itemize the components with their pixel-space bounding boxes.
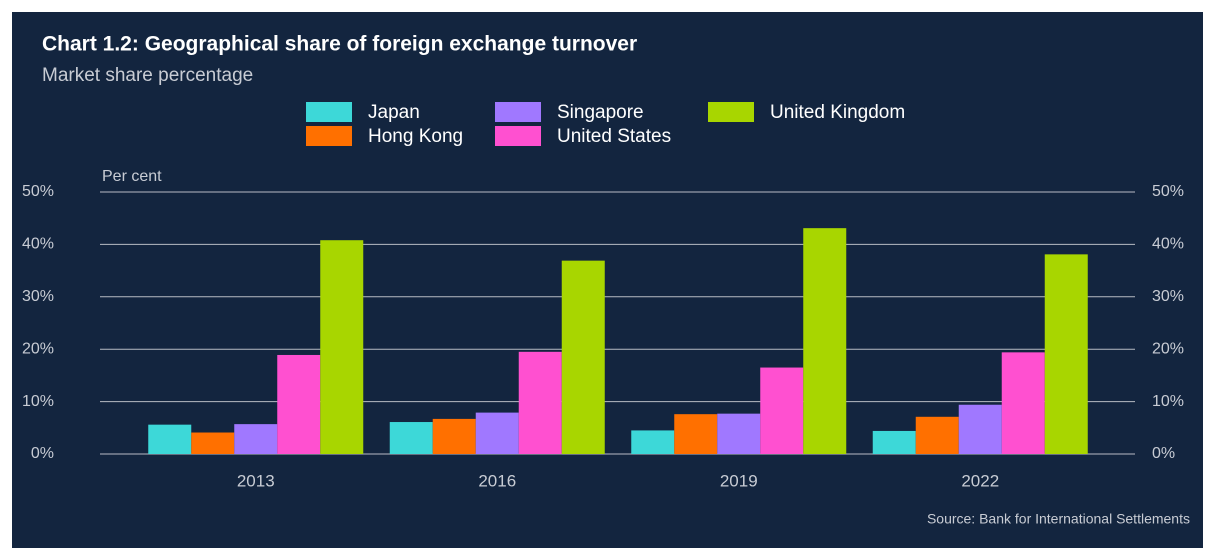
legend-label: Singapore [557,102,644,123]
bar [320,240,364,454]
bar [674,414,718,454]
y-tick-label: 40% [22,236,54,253]
y-tick-label: 30% [22,288,54,305]
bar [872,430,916,454]
y-axis-label: Per cent [102,168,162,185]
bar [958,404,1002,454]
bar [191,432,235,454]
bar [803,228,847,454]
y-tick-label-right: 30% [1152,288,1184,305]
y-tick-label-right: 20% [1152,340,1184,357]
y-tick-label-right: 40% [1152,236,1184,253]
bar [760,367,804,454]
y-tick-label: 0% [31,445,54,462]
source-note: Source: Bank for International Settlemen… [927,511,1190,527]
bar [518,351,562,454]
bar [277,354,321,454]
bar [475,412,519,454]
y-tick-label-right: 0% [1152,445,1175,462]
bar [915,416,959,454]
bar [389,422,433,454]
legend-label: United States [557,126,671,147]
legend-label: Japan [368,102,420,123]
bar [432,418,476,454]
bar [561,260,605,454]
x-tick-label: 2013 [237,471,275,490]
y-tick-label-right: 10% [1152,393,1184,410]
chart-title: Chart 1.2: Geographical share of foreign… [42,33,637,56]
x-tick-label: 2019 [720,471,758,490]
chart-background [12,12,1203,548]
legend-swatch [495,126,541,146]
legend-swatch [306,126,352,146]
chart-subtitle: Market share percentage [42,65,253,86]
y-tick-label-right: 50% [1152,183,1184,200]
bar [1044,254,1088,454]
bar [631,430,675,454]
legend-label: Hong Kong [368,126,463,147]
bar [1001,352,1045,454]
legend-label: United Kingdom [770,102,905,123]
y-tick-label: 20% [22,340,54,357]
x-tick-label: 2016 [478,471,516,490]
legend-swatch [708,102,754,122]
bar [148,424,192,454]
y-tick-label: 50% [22,183,54,200]
bar [717,413,761,454]
legend-swatch [306,102,352,122]
x-tick-label: 2022 [961,471,999,490]
legend-swatch [495,102,541,122]
bar [234,424,278,454]
y-tick-label: 10% [22,393,54,410]
